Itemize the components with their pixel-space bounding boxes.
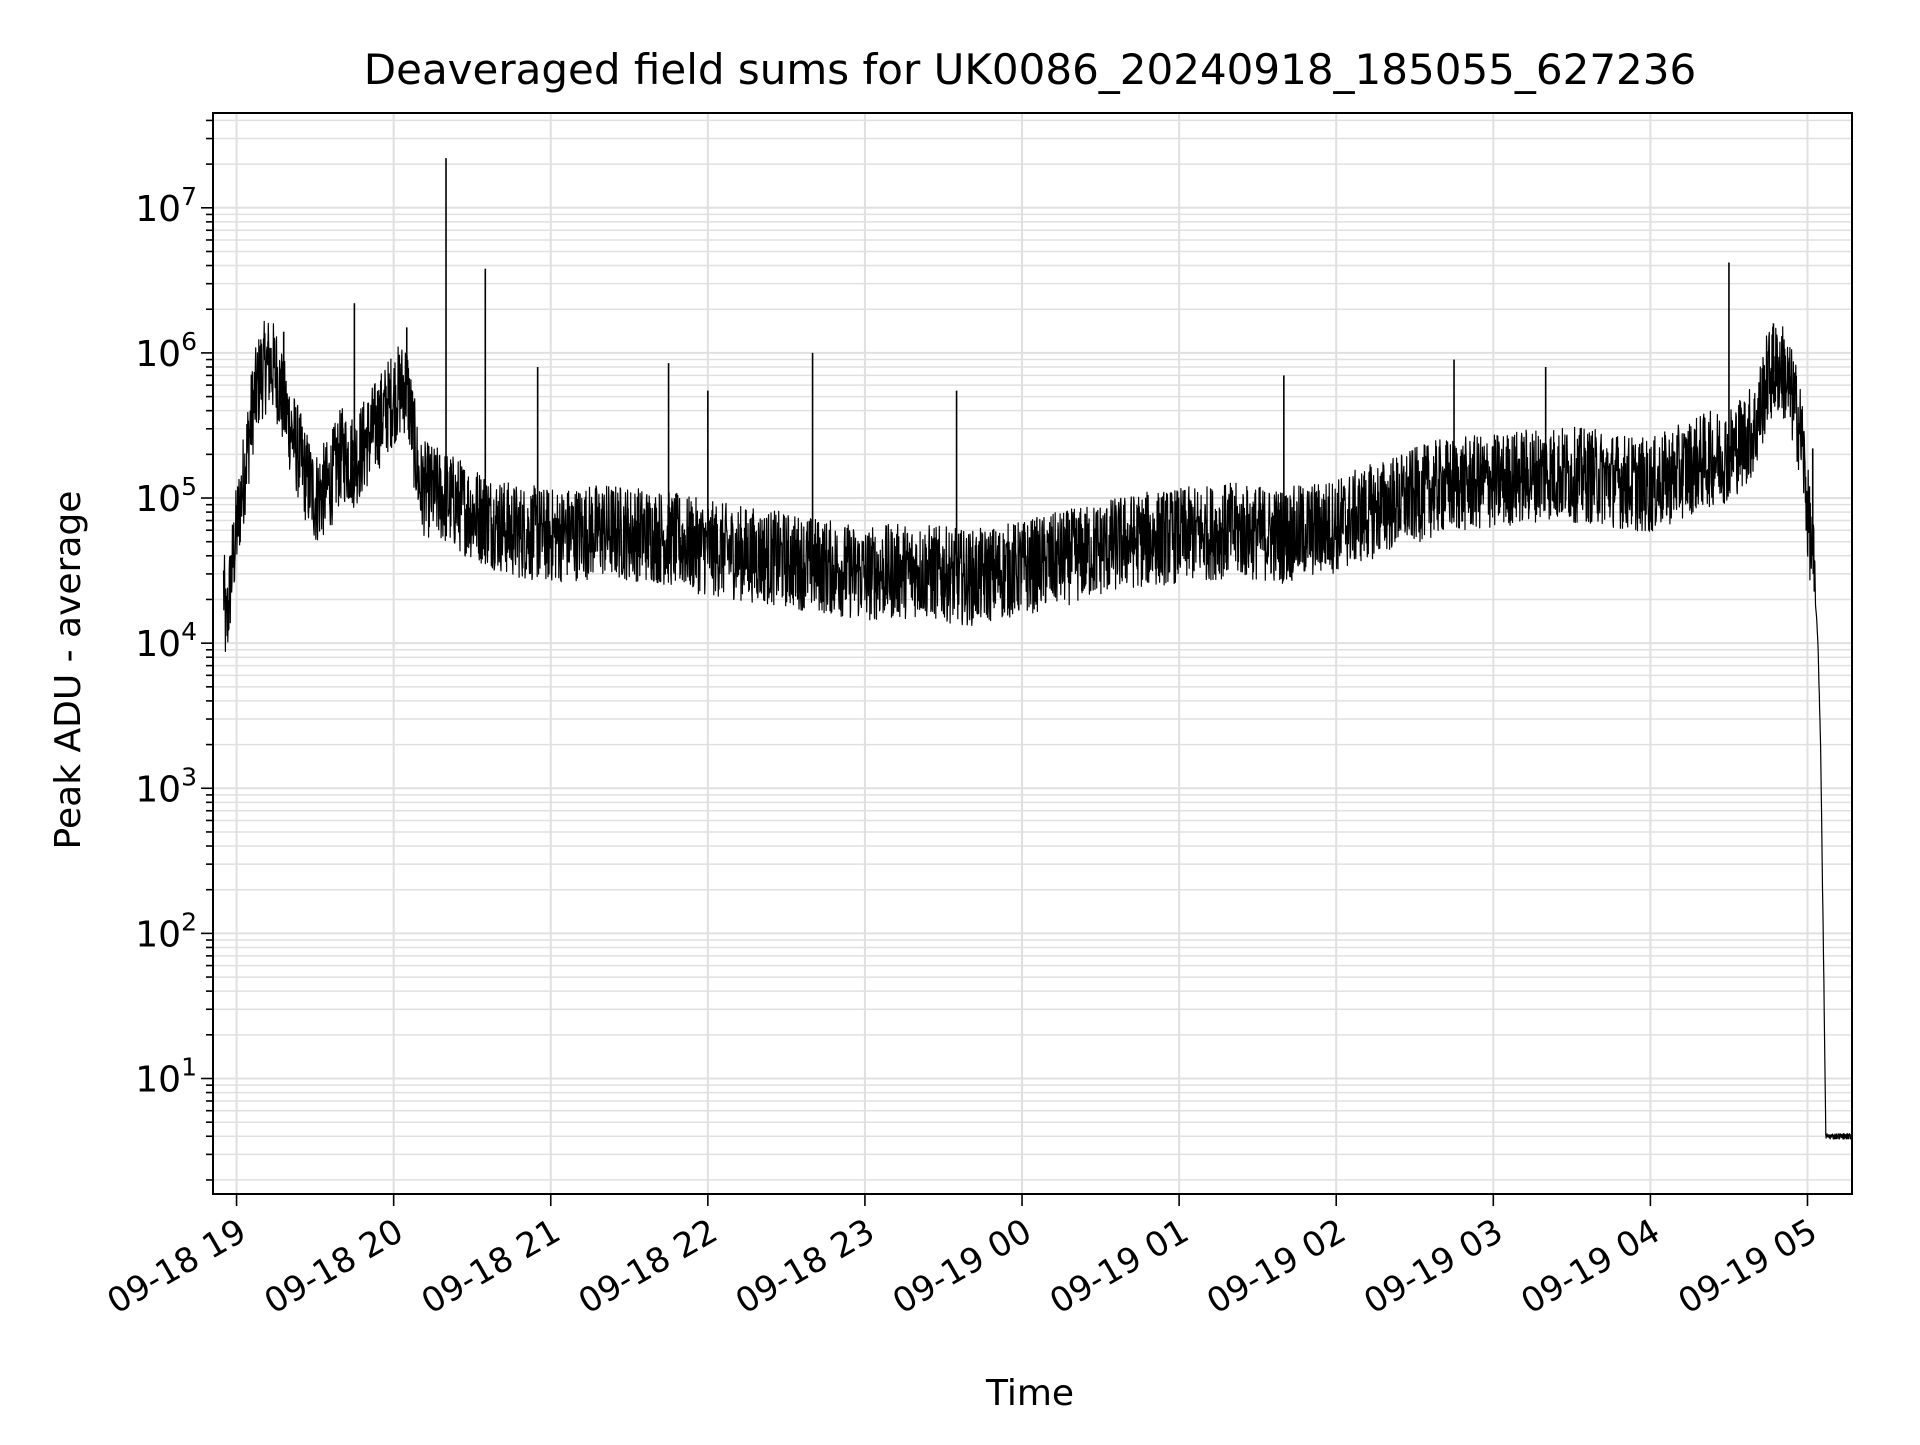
y-tick-base: 10	[135, 479, 181, 520]
y-tick-base: 10	[135, 1060, 181, 1101]
series-line	[222, 320, 1853, 1140]
y-tick-exponent: 7	[181, 182, 197, 211]
y-tick-base: 10	[135, 624, 181, 665]
x-axis-label: Time	[985, 1373, 1074, 1414]
series-layer	[222, 158, 1853, 1140]
grid-layer	[213, 113, 1852, 1194]
chart-title: Deaveraged field sums for UK0086_2024091…	[364, 45, 1696, 94]
y-tick-label: 105	[135, 472, 197, 520]
y-tick-label: 101	[135, 1053, 197, 1101]
y-tick-base: 10	[135, 334, 181, 375]
y-tick-label: 107	[135, 182, 197, 230]
y-tick-exponent: 5	[181, 472, 197, 501]
y-tick-exponent: 4	[181, 617, 197, 646]
y-tick-label: 103	[135, 762, 197, 810]
y-tick-base: 10	[135, 769, 181, 810]
y-axis-label: Peak ADU - average	[48, 491, 89, 850]
y-tick-exponent: 1	[181, 1053, 197, 1082]
y-tick-exponent: 3	[181, 762, 197, 791]
y-tick-exponent: 2	[181, 907, 197, 936]
y-tick-label: 104	[135, 617, 197, 665]
y-tick-base: 10	[135, 914, 181, 955]
y-tick-label: 102	[135, 907, 197, 955]
y-tick-label: 106	[135, 327, 197, 375]
y-tick-base: 10	[135, 189, 181, 230]
plot-frame	[212, 112, 1853, 1195]
y-tick-exponent: 6	[181, 327, 197, 356]
